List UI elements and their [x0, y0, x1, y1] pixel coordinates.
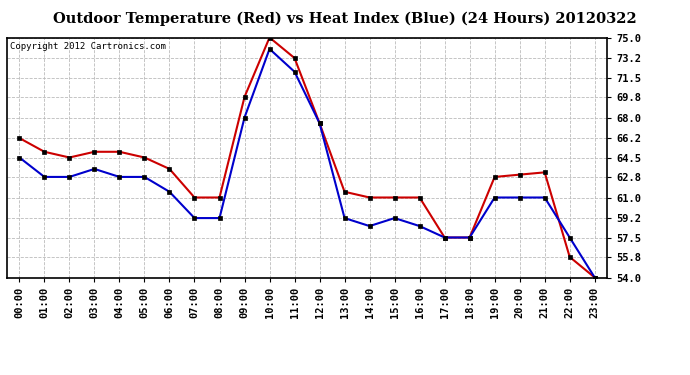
- Text: Outdoor Temperature (Red) vs Heat Index (Blue) (24 Hours) 20120322: Outdoor Temperature (Red) vs Heat Index …: [53, 11, 637, 26]
- Text: Copyright 2012 Cartronics.com: Copyright 2012 Cartronics.com: [10, 42, 166, 51]
